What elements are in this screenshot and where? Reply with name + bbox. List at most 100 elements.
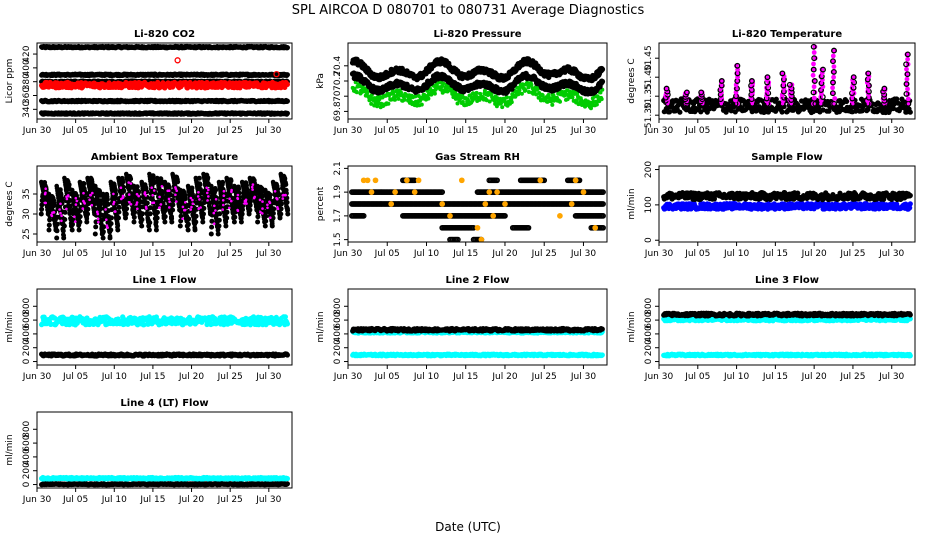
data-point — [61, 223, 67, 229]
data-point — [831, 64, 837, 69]
panel-title: Li-820 Pressure — [433, 29, 521, 40]
data-marks — [38, 171, 291, 241]
x-tick-label: Jun 30 — [644, 126, 674, 136]
x-tick-label: Jul 20 — [801, 126, 827, 136]
data-point — [474, 90, 479, 95]
x-tick-label: Jun 30 — [22, 126, 52, 136]
data-point — [54, 221, 60, 227]
data-point — [174, 57, 181, 64]
y-tick-label: 420 — [22, 45, 32, 62]
data-point — [134, 184, 140, 190]
data-point — [116, 209, 122, 215]
data-point — [144, 200, 150, 206]
data-point — [666, 109, 673, 115]
data-point — [284, 72, 290, 78]
data-point — [162, 214, 168, 220]
data-point — [61, 233, 66, 238]
data-point — [500, 105, 505, 110]
data-point — [154, 224, 159, 229]
data-point — [54, 235, 60, 241]
data-point — [354, 90, 359, 95]
data-point — [116, 215, 121, 221]
data-point — [131, 214, 137, 220]
data-point — [115, 223, 121, 228]
data-point — [155, 209, 160, 215]
data-point — [904, 76, 910, 82]
x-tick-label: Jul 05 — [62, 126, 88, 136]
data-point — [150, 173, 156, 179]
y-axis-label: Licor ppm — [5, 59, 15, 104]
data-point — [132, 209, 138, 215]
data-point — [402, 97, 407, 102]
x-tick-label: Jul 05 — [684, 126, 710, 136]
data-point — [677, 109, 683, 115]
x-tick-label: Jul 15 — [452, 126, 478, 136]
data-point — [432, 91, 437, 96]
y-tick-label: 70.4 — [333, 56, 343, 76]
data-point — [139, 211, 145, 217]
data-point — [147, 211, 153, 217]
data-point — [830, 85, 835, 91]
data-point — [115, 227, 121, 233]
data-point — [139, 223, 145, 229]
data-point — [550, 102, 555, 107]
x-tick-label: Jul 25 — [217, 126, 243, 136]
data-point — [123, 211, 129, 217]
data-point — [396, 96, 401, 101]
data-point — [907, 109, 913, 115]
data-marks — [349, 56, 606, 111]
data-point — [519, 91, 524, 96]
data-point — [116, 204, 122, 210]
data-point — [100, 229, 106, 235]
data-point — [54, 228, 60, 234]
data-point — [139, 217, 145, 223]
y-tick-label: 51.45 — [644, 45, 654, 71]
data-point — [529, 82, 534, 87]
data-point — [93, 224, 99, 230]
data-point — [540, 93, 545, 98]
figure-x-axis-label: Date (UTC) — [435, 520, 501, 534]
data-point — [426, 96, 431, 101]
x-tick-label: Jun 30 — [333, 126, 363, 136]
data-point — [131, 219, 137, 225]
data-point — [904, 66, 909, 72]
data-point — [101, 224, 107, 230]
data-point — [594, 102, 599, 107]
panel-title: Li-820 CO2 — [134, 29, 195, 40]
data-point — [393, 97, 397, 102]
data-point — [810, 72, 816, 78]
data-point — [558, 99, 562, 104]
data-point — [811, 95, 817, 101]
data-point — [419, 102, 424, 107]
data-point — [811, 84, 817, 90]
data-point — [905, 56, 910, 62]
data-point — [76, 227, 82, 232]
data-point — [62, 209, 68, 215]
data-point — [85, 211, 91, 217]
data-point — [128, 176, 134, 182]
x-tick-label: Jul 20 — [178, 126, 204, 136]
data-point — [84, 216, 90, 221]
x-tick-label: Jul 30 — [255, 126, 281, 136]
data-point — [109, 215, 114, 221]
data-point — [779, 109, 785, 115]
data-point — [284, 110, 290, 116]
data-point — [413, 94, 418, 99]
data-point — [107, 233, 113, 239]
x-tick-label: Jul 30 — [878, 126, 904, 136]
x-tick-label: Jul 25 — [531, 126, 557, 136]
data-point — [509, 100, 514, 105]
x-tick-label: Jul 10 — [723, 126, 749, 136]
data-point — [108, 221, 114, 227]
x-tick-label: Jul 05 — [374, 126, 400, 136]
data-point — [92, 231, 98, 237]
data-point — [104, 197, 110, 202]
data-point — [46, 227, 52, 233]
data-point — [147, 220, 153, 226]
data-marks — [661, 43, 913, 116]
data-point — [599, 78, 606, 85]
